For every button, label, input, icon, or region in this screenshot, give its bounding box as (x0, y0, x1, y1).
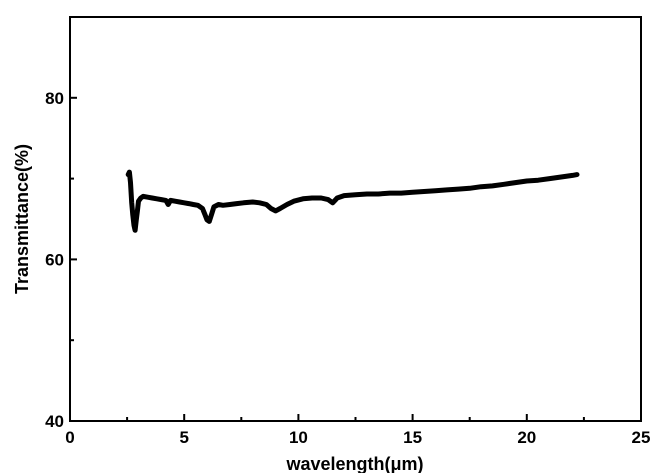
y-tick-label: 40 (45, 412, 64, 431)
y-tick-label: 80 (45, 89, 64, 108)
plot-frame (69, 16, 642, 422)
transmittance-curve (125, 169, 580, 233)
x-tick-label: 5 (179, 428, 188, 447)
x-tick-label: 25 (632, 428, 651, 447)
y-tick-label: 60 (45, 250, 64, 269)
y-axis-ticks: 40 60 80 (45, 89, 77, 431)
x-tick-label: 10 (289, 428, 308, 447)
x-axis-ticks: 0 5 10 15 20 25 (65, 414, 650, 447)
x-tick-label: 15 (403, 428, 422, 447)
x-tick-label: 20 (517, 428, 536, 447)
x-axis-title: wavelength(μm) (285, 454, 423, 473)
x-tick-label: 0 (65, 428, 74, 447)
y-axis-title: Transmittance(%) (12, 144, 32, 294)
